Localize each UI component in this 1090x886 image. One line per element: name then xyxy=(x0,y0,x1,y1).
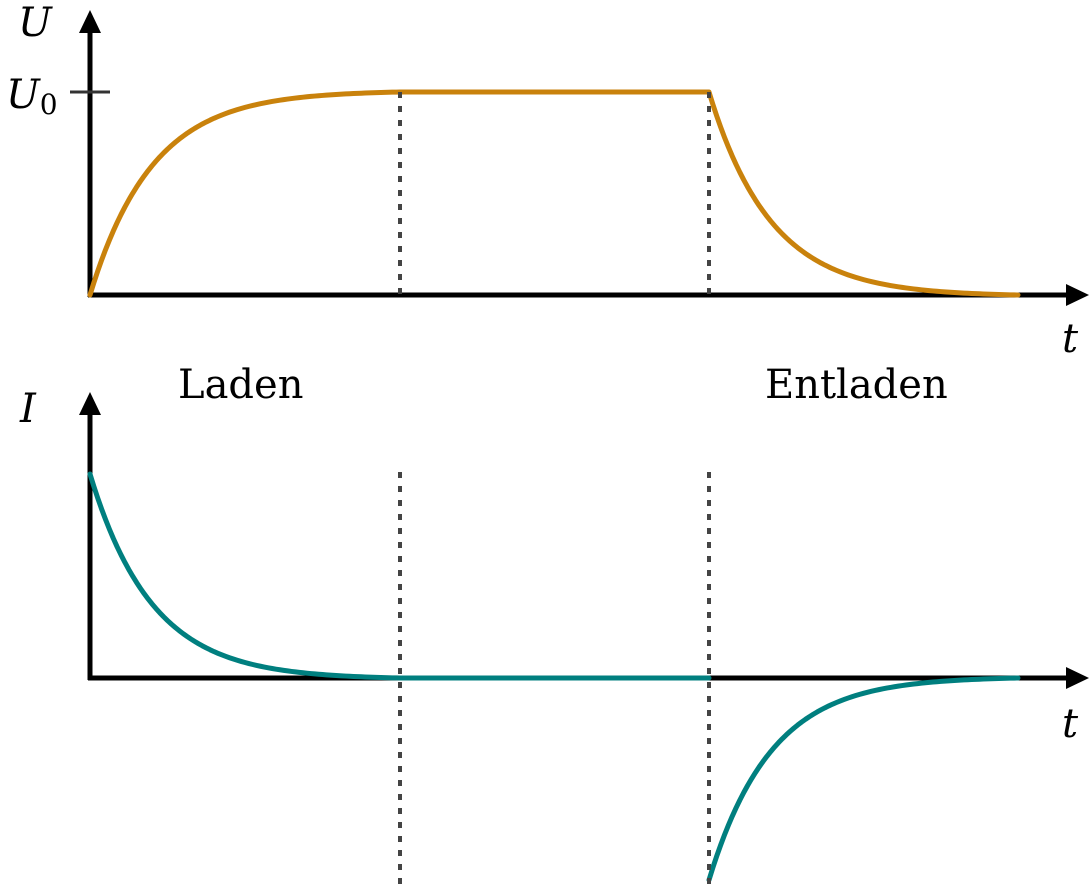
u0-tick-label-main: U xyxy=(6,72,41,118)
voltage-x-axis-arrow xyxy=(1066,284,1089,306)
u0-tick-label-subscript: 0 xyxy=(40,88,58,121)
voltage-curve xyxy=(87,89,1021,298)
discharging-phase-label: Entladen xyxy=(765,362,948,408)
voltage-plot: U U0 t xyxy=(6,0,1089,362)
current-y-axis-arrow xyxy=(79,392,101,415)
current-axis-label: I xyxy=(19,386,37,432)
voltage-axis-label: U xyxy=(18,0,53,46)
current-x-axis-arrow xyxy=(1066,667,1089,689)
current-plot: I t xyxy=(19,386,1089,883)
voltage-time-axis-label: t xyxy=(1062,316,1079,362)
u0-tick-label: U0 xyxy=(6,72,58,121)
voltage-y-axis-arrow xyxy=(79,10,101,33)
current-curve xyxy=(87,471,1021,883)
charging-phase-label: Laden xyxy=(178,362,303,408)
current-time-axis-label: t xyxy=(1062,701,1079,747)
